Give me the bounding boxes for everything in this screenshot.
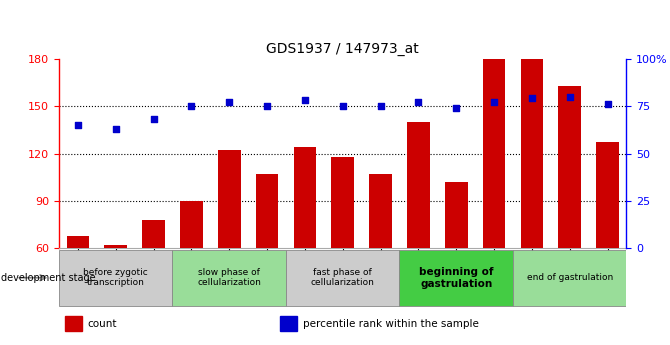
Bar (407, 122, 429, 248)
Text: slow phase of
cellularization: slow phase of cellularization (197, 268, 261, 287)
Point (564, 94, 575, 99)
Bar (445, 182, 468, 248)
Bar (596, 142, 619, 248)
FancyBboxPatch shape (172, 249, 286, 306)
Point (148, 117, 159, 122)
Text: fast phase of
cellularization: fast phase of cellularization (311, 268, 375, 287)
Bar (105, 245, 127, 248)
Text: before zygotic
transcription: before zygotic transcription (83, 268, 148, 287)
FancyBboxPatch shape (59, 249, 172, 306)
FancyBboxPatch shape (399, 249, 513, 306)
Point (72, 122, 83, 128)
Title: GDS1937 / 147973_at: GDS1937 / 147973_at (267, 42, 419, 56)
Bar (66, 236, 89, 248)
Point (262, 103, 273, 109)
Bar (369, 174, 392, 248)
Bar (180, 201, 203, 248)
Point (488, 100, 499, 105)
Point (186, 103, 197, 109)
Bar (64, 316, 82, 331)
Bar (558, 86, 581, 248)
Bar (521, 59, 543, 248)
Text: development stage: development stage (1, 273, 95, 283)
Point (527, 96, 537, 101)
Bar (142, 220, 165, 248)
Bar (218, 150, 241, 248)
Bar (332, 157, 354, 248)
Point (299, 98, 310, 103)
Point (602, 101, 613, 107)
Text: beginning of
gastrulation: beginning of gastrulation (419, 267, 493, 288)
Point (451, 105, 462, 111)
FancyBboxPatch shape (513, 249, 626, 306)
Point (111, 126, 121, 131)
Bar (280, 316, 297, 331)
Point (413, 100, 423, 105)
Bar (256, 174, 279, 248)
Text: count: count (87, 319, 117, 328)
Point (375, 103, 386, 109)
Point (337, 103, 348, 109)
Point (224, 100, 234, 105)
FancyBboxPatch shape (286, 249, 399, 306)
Bar (482, 59, 505, 248)
Text: end of gastrulation: end of gastrulation (527, 273, 613, 282)
Text: percentile rank within the sample: percentile rank within the sample (303, 319, 479, 328)
Bar (293, 147, 316, 248)
